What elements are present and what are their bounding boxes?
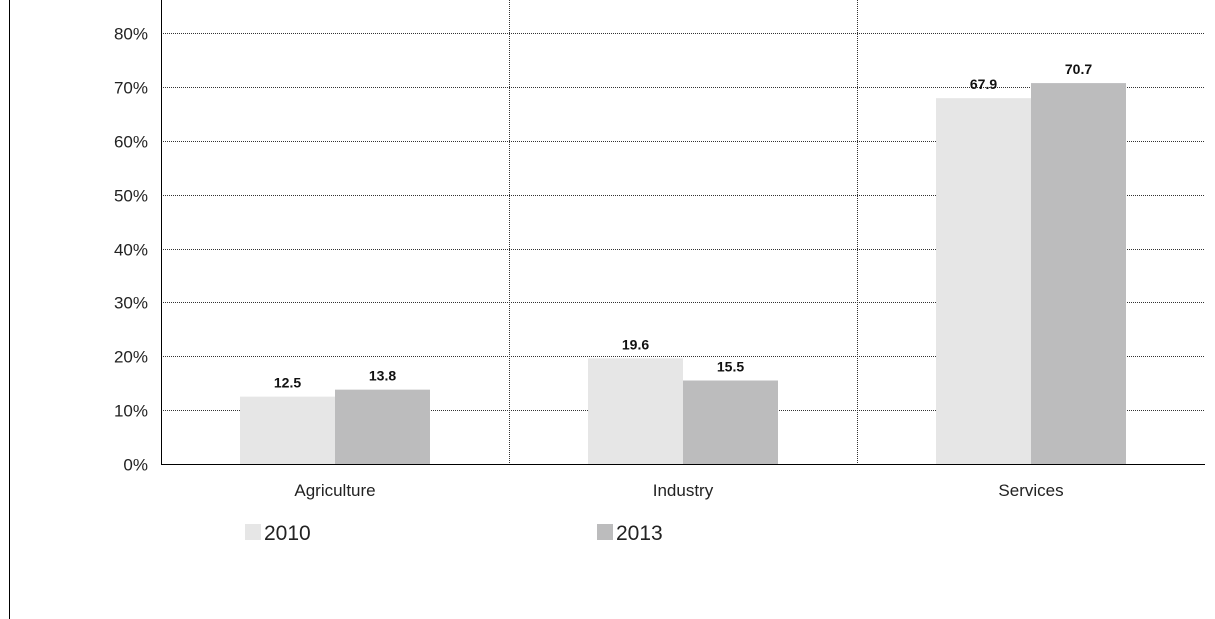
y-tick-label: 80% — [114, 25, 148, 44]
y-tick-label: 50% — [114, 187, 148, 206]
data-label: 19.6 — [622, 336, 649, 352]
y-tick-label: 40% — [114, 241, 148, 260]
legend-swatch — [597, 524, 613, 540]
y-tick-label: 60% — [114, 133, 148, 152]
data-label: 13.8 — [369, 368, 396, 384]
y-tick-label: 30% — [114, 294, 148, 313]
data-label: 67.9 — [970, 76, 997, 92]
y-tick-label: 70% — [114, 79, 148, 98]
axes — [161, 0, 1205, 465]
bar — [936, 98, 1031, 464]
bar — [240, 396, 335, 464]
data-label: 12.5 — [274, 375, 301, 391]
y-tick-label: 20% — [114, 348, 148, 367]
bar — [683, 380, 778, 464]
y-tick-label: 0% — [123, 456, 148, 475]
category-label: Services — [998, 481, 1063, 500]
legend-label: 2013 — [616, 522, 663, 545]
y-tick-label: 10% — [114, 402, 148, 421]
bar — [335, 389, 430, 464]
category-label: Industry — [653, 481, 714, 500]
data-label: 15.5 — [717, 358, 744, 374]
bars — [240, 83, 1126, 464]
labels: 0% 10% 20% 30% 40% 50% 60% 70% 80% 12.5 13.8 Agricu… — [114, 25, 1092, 501]
bar — [588, 358, 683, 464]
bar — [1031, 83, 1126, 464]
data-label: 70.7 — [1065, 61, 1092, 77]
legend: 2010 2013 — [245, 522, 663, 545]
legend-label: 2010 — [264, 522, 311, 545]
category-label: Agriculture — [294, 481, 375, 500]
legend-swatch — [245, 524, 261, 540]
